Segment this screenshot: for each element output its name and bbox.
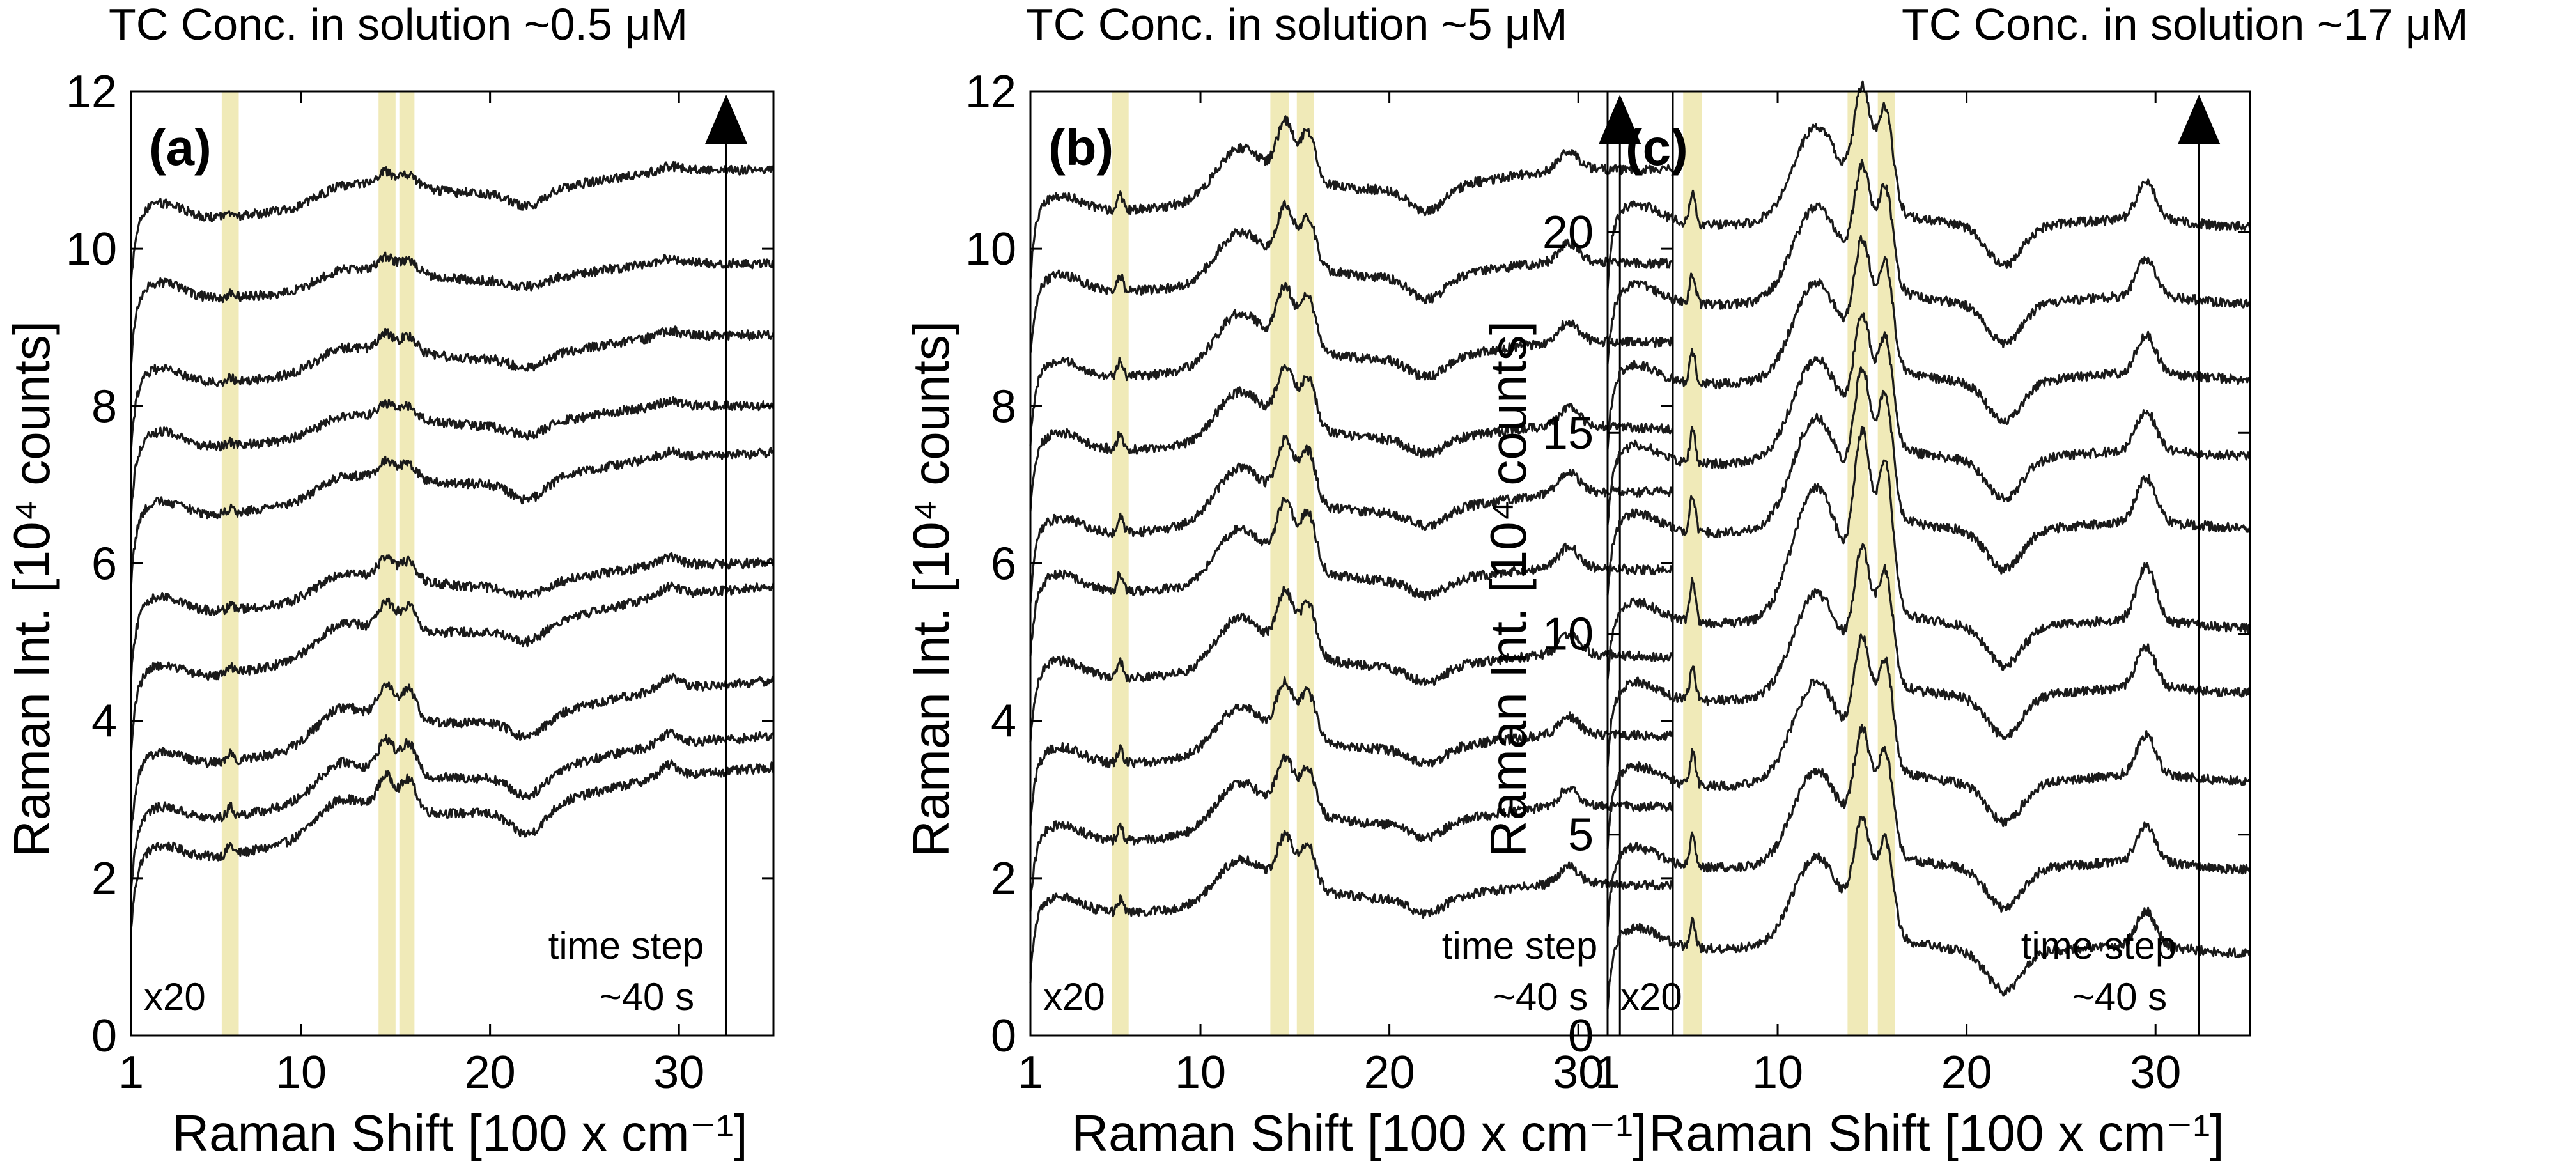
spectrum-trace: [130, 396, 775, 520]
panel-title: TC Conc. in solution ~17 μM: [1902, 0, 2469, 49]
spectrum-trace: [1606, 633, 2251, 849]
time-step-label: time step: [548, 924, 704, 967]
time-step-value: ~40 s: [600, 975, 694, 1018]
scale-factor-label: x20: [1620, 975, 1682, 1018]
spectrum-trace: [1029, 830, 1674, 983]
plot-frame: [1606, 90, 2251, 1037]
chart-panel-a: 1 10 20 30 0 2 4 6 8 10 12 time step ~40 s x20 (a) TC C…: [3, 0, 775, 1161]
x-tick-label: 20: [1364, 1047, 1415, 1098]
spectrum-trace: [1029, 435, 1673, 604]
panel-letter: (c): [1626, 119, 1688, 176]
x-tick-label: 1: [118, 1047, 144, 1098]
highlight-band: [221, 91, 239, 1035]
y-tick-label: 8: [991, 381, 1016, 432]
highlight-band: [1112, 91, 1129, 1035]
spectrum-trace: [1606, 816, 2251, 1009]
panel-title: TC Conc. in solution ~0.5 μM: [109, 0, 688, 49]
y-tick-label: 15: [1542, 408, 1594, 459]
spectrum-trace: [1606, 80, 2251, 290]
spectrum-trace: [1029, 364, 1674, 512]
x-axis-label: Raman Shift [100 x cm⁻¹]: [172, 1105, 747, 1161]
spectrum-trace: [1606, 159, 2251, 364]
y-tick-label: 0: [1568, 1011, 1594, 1062]
x-tick-label: 20: [1941, 1047, 1992, 1098]
y-tick-label: 12: [965, 66, 1016, 118]
spectrum-trace: [1606, 426, 2251, 680]
time-arrow-head-icon: [1599, 95, 1641, 144]
spectrum-trace: [130, 581, 775, 755]
highlight-band: [1683, 91, 1702, 1035]
x-tick-label: 30: [1553, 1047, 1604, 1098]
x-tick-label: 20: [465, 1047, 516, 1098]
x-axis-label: Raman Shift [100 x cm⁻¹]: [1649, 1105, 2224, 1161]
spectrum-trace: [1029, 199, 1674, 353]
spectrum-trace: [130, 552, 775, 683]
x-tick-label: 10: [1175, 1047, 1226, 1098]
x-axis-label: Raman Shift [100 x cm⁻¹]: [1071, 1105, 1647, 1161]
spectrum-trace: [1029, 115, 1673, 280]
spectrum-trace: [1029, 753, 1674, 912]
y-tick-label: 10: [66, 224, 117, 275]
highlight-band: [1877, 91, 1895, 1035]
spectrum-trace: [130, 672, 775, 840]
spectrum-trace: [1606, 366, 2251, 596]
spectrum-trace: [1606, 543, 2251, 767]
spectrum-trace: [1029, 497, 1673, 656]
y-tick-label: 8: [91, 381, 117, 432]
time-step-label: time step: [1442, 924, 1597, 967]
x-tick-label: 1: [1595, 1047, 1620, 1098]
spectrum-trace: [1606, 235, 2251, 450]
spectrum-trace: [130, 161, 775, 284]
y-tick-label: 20: [1542, 207, 1594, 258]
time-step-label: time step: [2021, 924, 2176, 967]
spectrum-trace: [130, 759, 775, 931]
y-tick-label: 4: [91, 696, 117, 747]
y-tick-label: 6: [991, 539, 1016, 590]
x-tick-label: 10: [1752, 1047, 1803, 1098]
y-tick-label: 0: [91, 1011, 117, 1062]
y-axis-label: Raman Int. [10⁴ counts]: [1480, 321, 1537, 857]
panel-letter: (a): [149, 119, 212, 176]
y-axis-label: Raman Int. [10⁴ counts]: [3, 321, 60, 857]
spectrum-trace: [1029, 676, 1674, 827]
x-tick-label: 1: [1018, 1047, 1043, 1098]
time-step-value: ~40 s: [1493, 975, 1588, 1018]
spectrum-trace: [130, 251, 775, 369]
spectrum-trace: [130, 728, 774, 891]
highlight-band: [1296, 91, 1314, 1035]
panel-letter: (b): [1048, 119, 1113, 176]
scale-factor-label: x20: [1043, 975, 1105, 1018]
y-tick-label: 0: [991, 1011, 1016, 1062]
spectrum-trace: [1029, 586, 1674, 742]
y-tick-label: 5: [1568, 810, 1594, 861]
y-tick-label: 2: [91, 853, 117, 904]
y-tick-label: 4: [991, 696, 1016, 747]
x-tick-label: 30: [2130, 1047, 2181, 1098]
time-arrow-head-icon: [2178, 95, 2221, 144]
spectrum-trace: [130, 325, 775, 452]
y-tick-label: 2: [991, 853, 1016, 904]
time-arrow-head-icon: [705, 95, 748, 144]
y-tick-label: 10: [1542, 609, 1594, 660]
x-tick-label: 30: [653, 1047, 704, 1098]
spectrum-trace: [1606, 312, 2251, 525]
y-tick-label: 12: [66, 66, 117, 118]
panel-title: TC Conc. in solution ~5 μM: [1026, 0, 1568, 49]
y-tick-label: 10: [965, 224, 1016, 275]
spectrum-trace: [1029, 281, 1674, 446]
x-tick-label: 10: [275, 1047, 327, 1098]
time-step-value: ~40 s: [2072, 975, 2167, 1018]
y-axis-label: Raman Int. [10⁴ counts]: [903, 321, 959, 857]
spectrum-trace: [130, 446, 774, 590]
scale-factor-label: x20: [144, 975, 206, 1018]
spectrum-trace: [1606, 724, 2251, 927]
y-tick-label: 6: [91, 539, 117, 590]
highlight-band: [1270, 91, 1289, 1035]
